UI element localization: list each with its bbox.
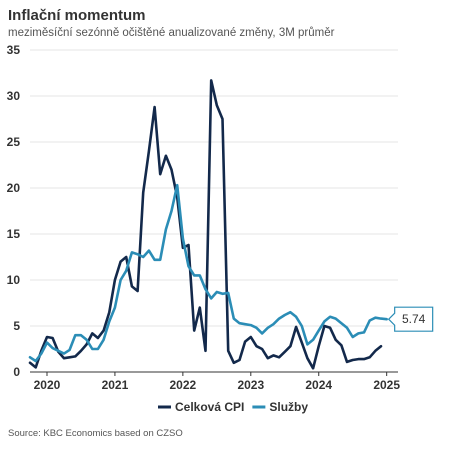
y-axis-ticks: 0 5 10 15 20 25 30 35 (7, 43, 21, 379)
y-tick-label: 30 (7, 89, 21, 103)
y-tick-label: 10 (7, 273, 21, 287)
x-axis-ticks: 2020 2021 2022 2023 2024 2025 (34, 372, 400, 392)
series-line-sluzby (28, 183, 388, 363)
end-label-value: 5.74 (402, 312, 426, 326)
end-label-box (387, 306, 434, 332)
x-tick-label: 2023 (237, 378, 264, 392)
chart-subtitle: meziměsíční sezónně očištěné anualizovan… (8, 27, 335, 39)
x-tick-label: 2022 (170, 378, 197, 392)
source-note: Source: KBC Economics based on CZSO (8, 428, 183, 439)
y-tick-label: 35 (7, 43, 21, 57)
y-tick-label: 25 (7, 135, 21, 149)
y-tick-label: 20 (7, 181, 21, 195)
series-line-celkova-cpi (28, 79, 383, 370)
y-tick-label: 15 (7, 227, 21, 241)
y-tick-label: 5 (13, 319, 20, 333)
end-value-callout: 5.74 (387, 306, 434, 332)
legend-label-sluzby: Služby (269, 400, 308, 414)
legend: Celková CPI Služby (158, 400, 308, 414)
y-tick-label: 0 (13, 365, 20, 379)
chart-title: Inflační momentum (8, 7, 146, 24)
x-tick-label: 2024 (305, 378, 332, 392)
x-tick-label: 2020 (34, 378, 61, 392)
x-tick-label: 2021 (102, 378, 129, 392)
series-lines (28, 79, 388, 370)
x-tick-label: 2025 (373, 378, 400, 392)
legend-label-celkova-cpi: Celková CPI (175, 400, 244, 414)
